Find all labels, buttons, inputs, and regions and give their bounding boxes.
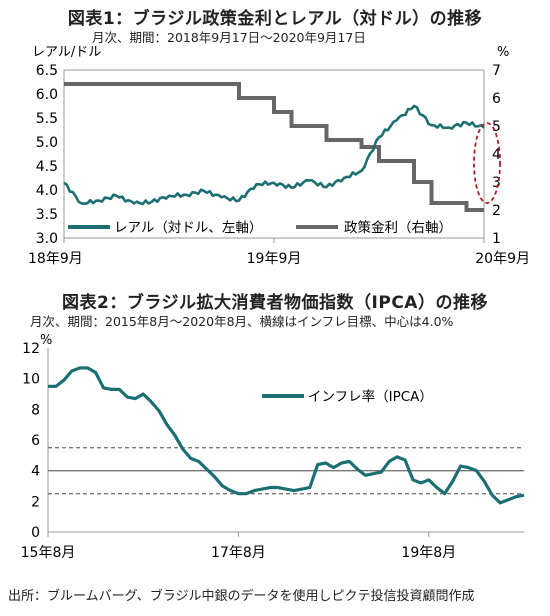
- chart1-subtitle: 月次、期間：2018年9月17日～2020年9月17日: [92, 30, 366, 45]
- series-policy-rate-line: [64, 82, 484, 212]
- chart2-x-tick-label: 15年8月: [21, 545, 76, 561]
- chart1-right-tick-label: 6: [492, 91, 501, 107]
- chart1-right-tick-label: 4: [492, 147, 501, 163]
- chart1-x-tick-label: 19年9月: [247, 251, 302, 267]
- legend-ipca-label: インフレ率（IPCA）: [308, 388, 433, 405]
- chart1-right-tick-label: 2: [492, 203, 501, 219]
- chart1-right-tick-label: 1: [492, 231, 501, 247]
- chart1-left-tick-label: 4.5: [36, 159, 58, 175]
- chart1-title: 図表1：ブラジル政策金利とレアル（対ドル）の推移: [67, 9, 483, 29]
- chart2-y-tick-label: 8: [31, 402, 40, 418]
- chart1-left-unit: レアル/ドル: [32, 45, 101, 60]
- series-ipca-line: [48, 366, 525, 505]
- chart1-legend: レアル（対ドル、左軸） 政策金利（右軸）: [68, 219, 452, 236]
- chart2-x-tick-label: 17年8月: [211, 545, 266, 561]
- legend-rate-label: 政策金利（右軸）: [344, 219, 452, 236]
- chart1-right-tick-label: 5: [492, 119, 501, 135]
- chart2-x-tick-label: 19年8月: [401, 545, 456, 561]
- chart1-right-tick-label: 7: [492, 63, 501, 79]
- legend-real-label: レアル（対ドル、左軸）: [114, 220, 262, 236]
- chart1-left-tick-label: 6.0: [36, 87, 58, 103]
- chart2-legend: インフレ率（IPCA）: [262, 388, 433, 405]
- chart1-left-tick-label: 6.5: [36, 63, 58, 79]
- chart1-left-tick-label: 5.5: [36, 111, 58, 127]
- chart2-y-tick-label: 12: [22, 341, 40, 357]
- chart2-y-unit: %: [40, 333, 52, 348]
- chart2-svg: % 12 10 8 6 4 2 0 15年8月 17年8月 19年8月 インフレ率（IPCA）: [21, 333, 525, 561]
- chart1-right-unit: %: [497, 45, 509, 60]
- chart1-left-tick-label: 5.0: [36, 135, 58, 151]
- chart1-left-tick-label: 4.0: [36, 183, 58, 199]
- chart2-y-tick-label: 4: [31, 464, 40, 480]
- chart2-y-tick-label: 6: [31, 433, 40, 449]
- chart1-svg: レアル/ドル % 6.5 6.0 5.5 5.0 4.5 4.0 3.5 3.0 7 6 5 4 3 2…: [28, 45, 530, 267]
- chart1-x-tick-label: 18年9月: [28, 251, 83, 267]
- highlight-ellipse: [473, 122, 501, 204]
- chart2-y-tick-label: 10: [22, 372, 40, 388]
- chart1-left-tick-label: 3.5: [36, 207, 58, 223]
- chart1-x-tick-label: 20年9月: [475, 251, 530, 267]
- series-real-line: [63, 104, 485, 206]
- chart1-left-tick-label: 3.0: [36, 231, 58, 247]
- source-footer: 出所：ブルームバーグ、ブラジル中銀のデータを使用しピクテ投信投資顧問作成: [8, 589, 475, 604]
- chart2-subtitle: 月次、期間：2015年8月～2020年8月、横線はインフレ目標、中心は4.0%: [30, 314, 454, 329]
- chart2-y-tick-label: 2: [31, 494, 40, 510]
- chart1-plot-frame: [63, 69, 485, 239]
- chart2-y-tick-label: 0: [31, 525, 40, 541]
- chart2-title: 図表2：ブラジル拡大消費者物価指数（IPCA）の推移: [62, 293, 488, 313]
- chart1-right-tick-label: 3: [492, 175, 501, 191]
